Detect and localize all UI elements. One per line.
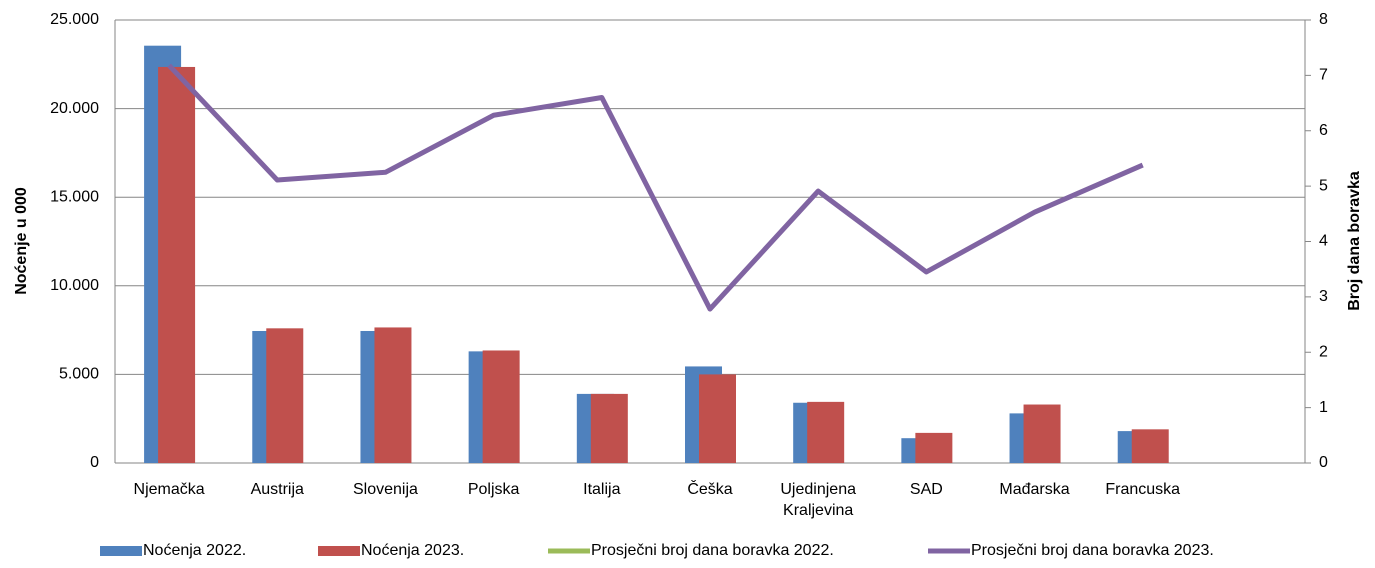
bar <box>266 328 304 463</box>
bar <box>158 66 196 463</box>
y2-tick-label: 7 <box>1319 67 1328 84</box>
legend-swatch <box>100 546 142 556</box>
x-tick-label: Ujedinjena Kraljevina <box>780 481 856 519</box>
bar <box>374 327 412 463</box>
y2-tick-label: 6 <box>1319 122 1328 139</box>
bar <box>699 374 736 463</box>
bar <box>1131 429 1169 463</box>
y-tick-label: 20.000 <box>50 100 99 117</box>
y-tick-label: 15.000 <box>50 188 99 205</box>
bar <box>590 393 628 463</box>
x-tick-label: Austrija <box>251 481 304 498</box>
legend-label: Prosječni broj dana boravka 2023. <box>971 542 1214 559</box>
bar <box>915 432 953 463</box>
y2-tick-label: 3 <box>1319 288 1328 305</box>
y2-tick-label: 4 <box>1319 233 1328 250</box>
y-tick-label: 10.000 <box>50 277 99 294</box>
y-tick-label: 25.000 <box>50 11 99 28</box>
y-tick-label: 5.000 <box>59 366 99 383</box>
x-tick-label: SAD <box>910 481 943 498</box>
y2-axis-title: Broj dana boravka <box>1346 171 1363 311</box>
x-tick-label: Poljska <box>468 481 520 498</box>
y2-tick-label: 5 <box>1319 177 1328 194</box>
y2-tick-label: 0 <box>1319 454 1328 471</box>
y2-tick-label: 1 <box>1319 399 1328 416</box>
line <box>167 63 1144 312</box>
x-tick-label: Mađarska <box>999 481 1069 498</box>
bar <box>482 350 520 463</box>
y2-tick-label: 2 <box>1319 343 1328 360</box>
y2-tick-label: 8 <box>1319 11 1328 28</box>
bar <box>807 401 845 463</box>
legend-label: Noćenja 2023. <box>361 542 464 559</box>
y-axis-title: Noćenje u 000 <box>13 187 30 295</box>
y-tick-label: 0 <box>90 454 99 471</box>
legend-label: Prosječni broj dana boravka 2022. <box>591 542 834 559</box>
x-tick-label: Njemačka <box>134 481 205 498</box>
legend-label: Noćenja 2022. <box>143 542 246 559</box>
bar <box>1023 404 1061 463</box>
legend-swatch <box>318 546 360 556</box>
x-tick-label: Francuska <box>1105 481 1180 498</box>
x-tick-label: Slovenija <box>353 481 418 498</box>
x-tick-label: Češka <box>687 479 732 498</box>
x-tick-label: Italija <box>583 481 620 498</box>
